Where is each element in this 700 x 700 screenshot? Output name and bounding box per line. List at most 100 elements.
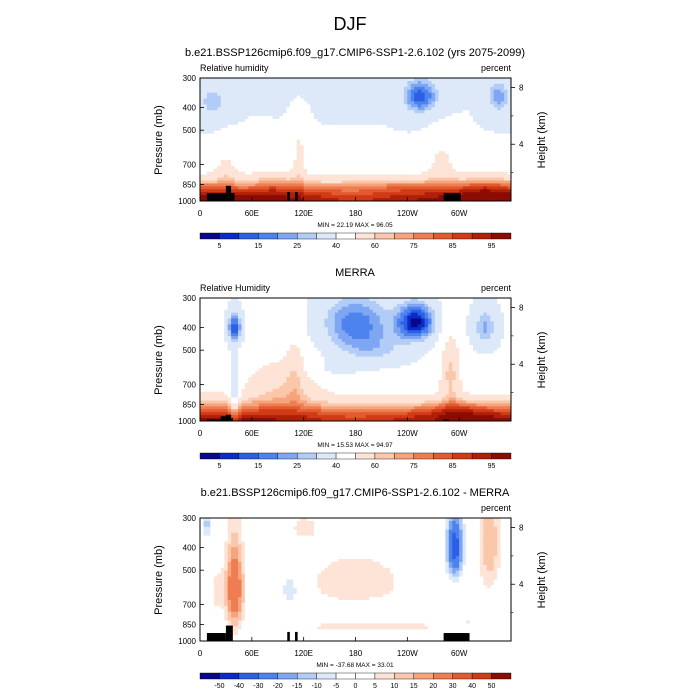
- obs-cell: [438, 318, 443, 322]
- model-cell: [338, 162, 343, 167]
- obs-cell: [476, 306, 481, 311]
- model-cell: [407, 189, 412, 193]
- obs-cell: [241, 303, 246, 308]
- model-cell: [248, 86, 253, 91]
- model-cell: [407, 186, 412, 190]
- obs-cell: [286, 300, 291, 305]
- model-cell: [428, 165, 432, 170]
- model-cell: [469, 195, 474, 199]
- model-cell: [500, 192, 505, 196]
- obs-cell: [500, 327, 505, 331]
- model-cell: [379, 174, 384, 178]
- model-cell: [206, 101, 211, 105]
- model-cell: [307, 171, 311, 176]
- model-cell: [472, 110, 477, 114]
- obs-cell: [320, 315, 325, 319]
- model-cell: [244, 174, 249, 178]
- model-cell: [213, 136, 218, 140]
- model-cell: [317, 139, 322, 143]
- model-cell: [241, 116, 246, 120]
- obs-cell: [224, 333, 229, 337]
- model-cell: [303, 107, 308, 111]
- model-cell: [493, 171, 498, 176]
- model-cell: [296, 183, 301, 187]
- obs-cell: [379, 321, 384, 325]
- model-cell: [507, 192, 512, 196]
- model-cell: [279, 104, 284, 108]
- model-cell: [393, 168, 398, 173]
- model-cell: [379, 116, 384, 120]
- model-cell: [317, 189, 322, 193]
- model-cell: [241, 92, 246, 96]
- model-cell: [500, 165, 505, 170]
- model-cell: [269, 171, 273, 176]
- obs-cell: [479, 312, 484, 316]
- model-cell: [383, 154, 387, 158]
- obs-cell: [341, 318, 346, 322]
- model-cell: [314, 142, 318, 146]
- model-cell: [372, 151, 377, 155]
- model-cell: [213, 142, 218, 146]
- obs-cell: [417, 333, 422, 337]
- model-cell: [445, 113, 450, 117]
- model-cell: [258, 104, 263, 108]
- obs-cell: [310, 327, 315, 331]
- model-cell: [372, 110, 377, 114]
- model-cell: [424, 186, 429, 190]
- model-cell: [217, 83, 222, 88]
- model-cell: [234, 104, 239, 108]
- model-cell: [383, 119, 387, 123]
- obs-cell: [410, 324, 415, 328]
- model-cell: [452, 148, 457, 152]
- obs-cell: [403, 309, 408, 314]
- panel-model-ylabel-right: Height (km): [536, 112, 548, 169]
- model-cell: [213, 171, 218, 176]
- model-cell: [265, 145, 270, 149]
- model-cell: [276, 133, 280, 137]
- model-cell: [265, 121, 270, 126]
- model-cell: [276, 92, 280, 96]
- model-cell: [362, 104, 367, 108]
- obs-cell: [282, 330, 287, 334]
- model-cell: [421, 124, 426, 129]
- model-cell: [269, 139, 273, 143]
- model-cell: [383, 142, 387, 146]
- model-cell: [369, 198, 374, 202]
- obs-cell: [310, 315, 315, 319]
- model-cell: [334, 195, 339, 199]
- model-cell: [466, 95, 470, 99]
- model-cell: [320, 104, 325, 108]
- model-cell: [210, 92, 215, 96]
- obs-cell: [441, 318, 446, 322]
- model-cell: [217, 174, 222, 178]
- model-cell: [244, 136, 249, 140]
- obs-cell: [438, 327, 443, 331]
- model-cell: [438, 165, 443, 170]
- obs-cell: [241, 327, 246, 331]
- obs-cell: [410, 309, 415, 314]
- model-cell: [352, 177, 356, 181]
- obs-cell: [203, 309, 208, 314]
- obs-cell: [269, 312, 273, 316]
- model-cell: [379, 101, 384, 105]
- model-cell: [504, 192, 508, 196]
- model-cell: [345, 110, 349, 114]
- model-cell: [383, 136, 387, 140]
- model-cell: [428, 86, 432, 91]
- obs-cell: [459, 303, 464, 308]
- obs-cell: [472, 303, 477, 308]
- obs-cell: [400, 333, 405, 337]
- model-cell: [393, 154, 398, 158]
- model-cell: [324, 119, 329, 123]
- obs-cell: [255, 321, 260, 325]
- obs-cell: [324, 330, 329, 334]
- model-cell: [383, 98, 387, 102]
- obs-cell: [314, 309, 318, 314]
- obs-cell: [210, 324, 215, 328]
- model-cell: [403, 110, 408, 114]
- model-cell: [213, 130, 218, 135]
- model-cell: [213, 89, 218, 94]
- obs-cell: [390, 312, 394, 316]
- obs-cell: [320, 333, 325, 337]
- model-cell: [445, 124, 450, 129]
